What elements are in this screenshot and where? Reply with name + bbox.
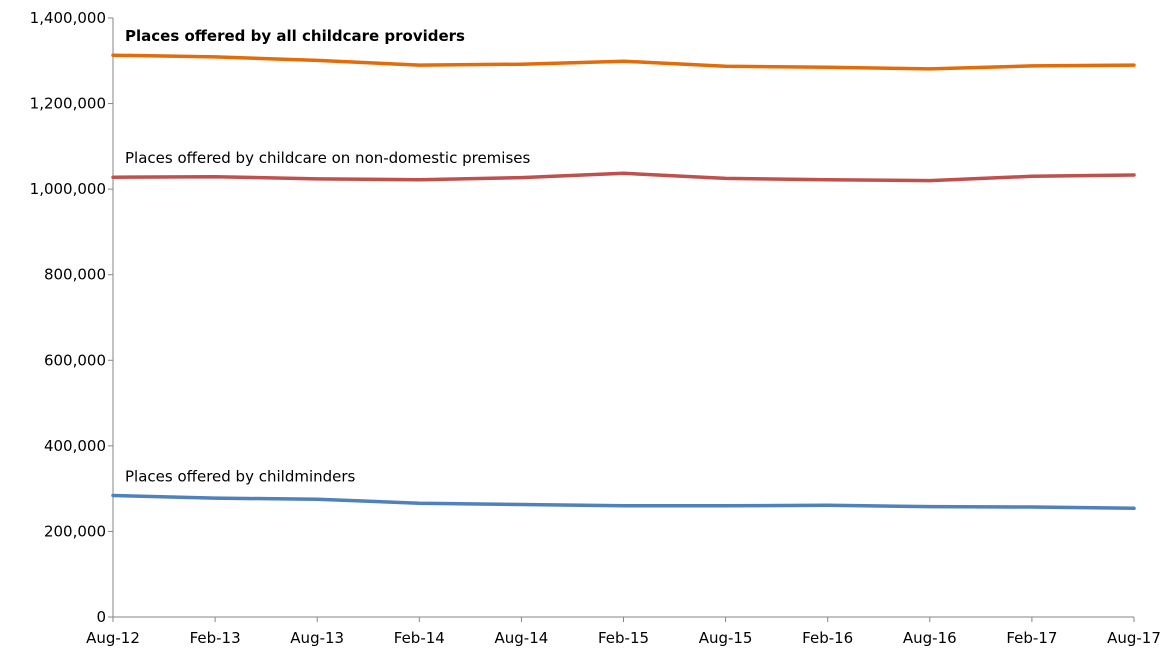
x-tick-label: Feb-17 — [1006, 629, 1057, 647]
x-tick-label: Aug-16 — [903, 629, 957, 647]
x-tick-label: Aug-17 — [1107, 629, 1161, 647]
x-tick-label: Aug-12 — [86, 629, 140, 647]
x-tick-label: Feb-13 — [190, 629, 241, 647]
series-line-places-offered-by-all-childcare-providers — [113, 55, 1134, 69]
y-tick-label: 0 — [96, 608, 106, 626]
y-tick-label: 800,000 — [44, 266, 106, 284]
series-label-places-offered-by-childcare-on-non-domestic-premises: Places offered by childcare on non-domes… — [125, 149, 530, 167]
x-tick-label: Feb-15 — [598, 629, 649, 647]
y-tick-label: 400,000 — [44, 437, 106, 455]
y-tick-label: 600,000 — [44, 351, 106, 369]
x-tick-label: Aug-14 — [495, 629, 549, 647]
series-labels: Places offered by all childcare provider… — [125, 27, 530, 485]
x-tick-label: Aug-13 — [290, 629, 344, 647]
axes: 0 200,000 400,000 600,000 800,000 1,000,000 1,… — [30, 9, 1161, 647]
series-line-places-offered-by-childcare-on-non-domestic-premises — [113, 173, 1134, 180]
y-tick-label: 200,000 — [44, 522, 106, 540]
series-label-places-offered-by-all-childcare-providers: Places offered by all childcare provider… — [125, 27, 465, 45]
y-tick-label: 1,400,000 — [30, 9, 106, 27]
x-tick-label: Feb-14 — [394, 629, 445, 647]
x-tick-label: Aug-15 — [699, 629, 753, 647]
series-lines — [113, 55, 1134, 508]
y-tick-label: 1,200,000 — [30, 95, 106, 113]
series-line-places-offered-by-childminders — [113, 496, 1134, 509]
x-tick-label: Feb-16 — [802, 629, 853, 647]
series-label-places-offered-by-childminders: Places offered by childminders — [125, 467, 356, 485]
y-tick-label: 1,000,000 — [30, 180, 106, 198]
